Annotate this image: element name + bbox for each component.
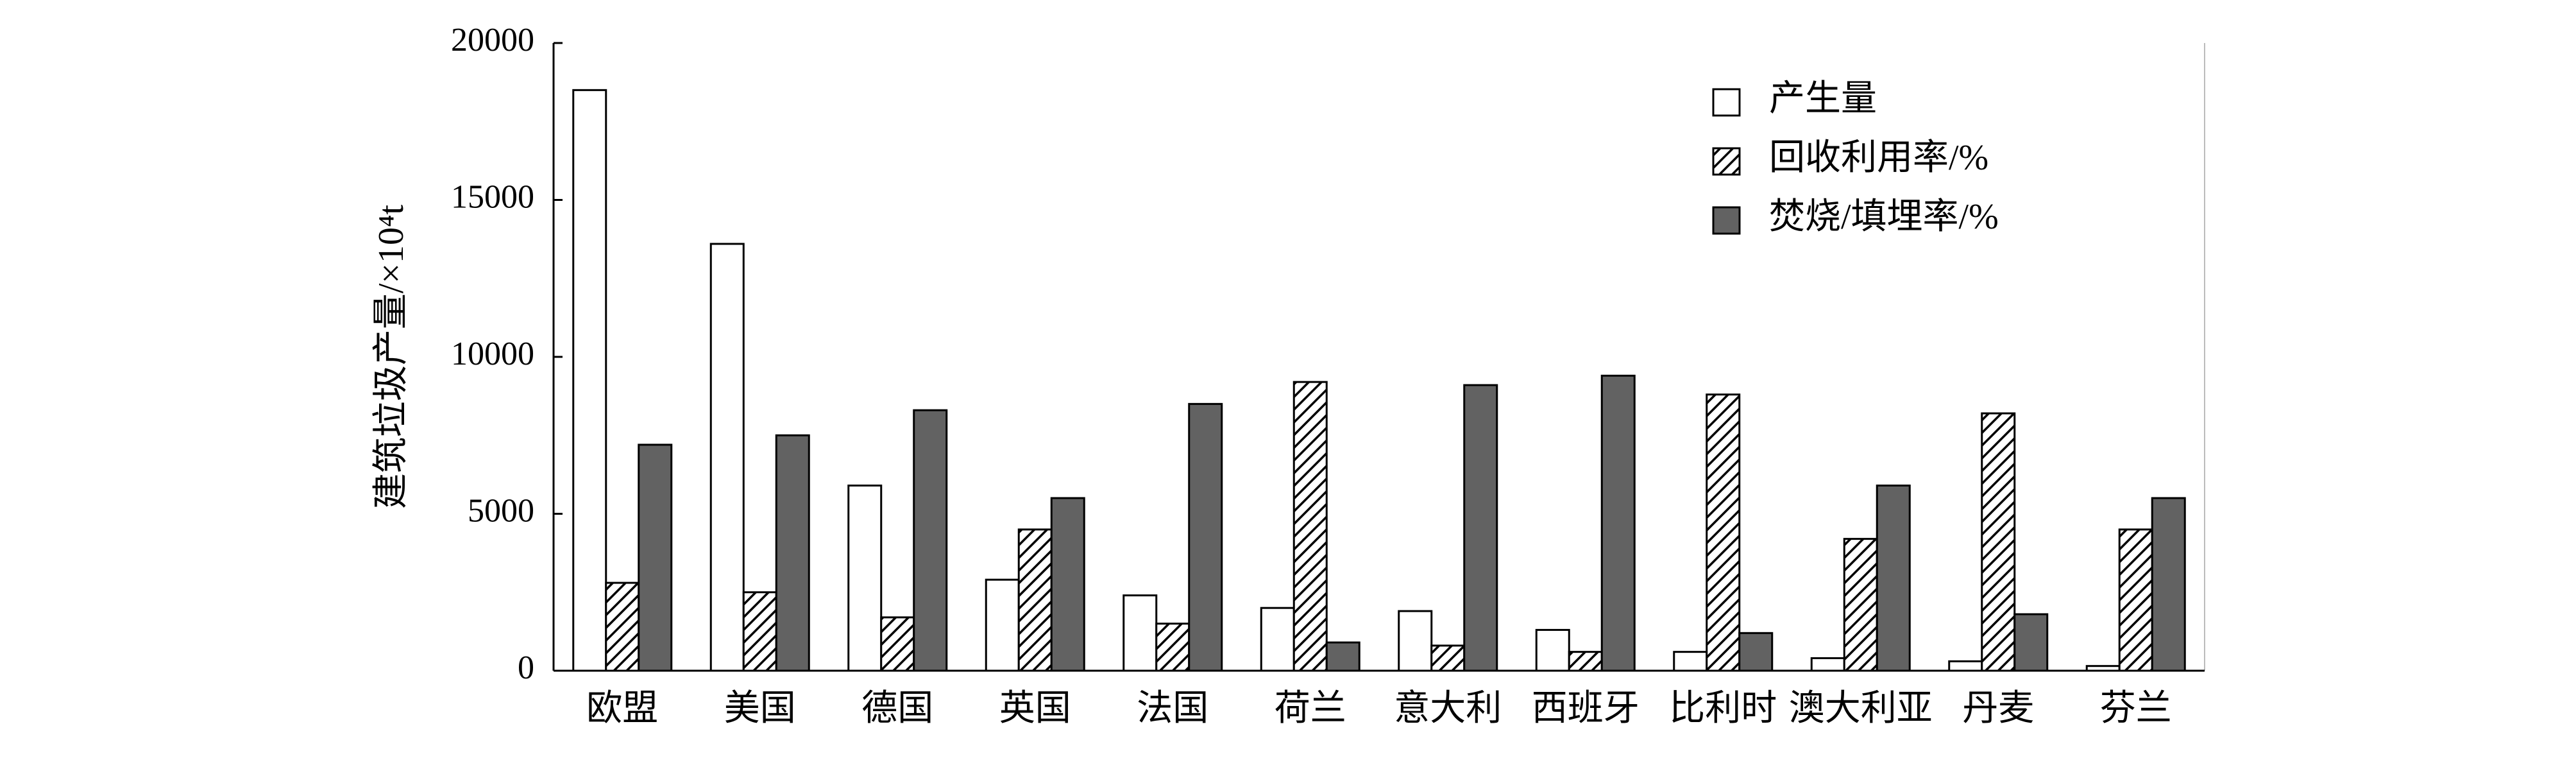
- bar: [1843, 538, 1878, 672]
- bar: [638, 444, 673, 672]
- bar: [985, 578, 1020, 672]
- x-tick-label: 德国: [861, 689, 933, 728]
- x-tick-label: 芬兰: [2100, 689, 2172, 728]
- bar: [775, 434, 810, 672]
- bar: [1600, 374, 1636, 672]
- y-tick-label: 10000: [451, 336, 534, 372]
- x-tick-label: 西班牙: [1532, 689, 1640, 728]
- x-tick-label: 荷兰: [1275, 689, 1346, 728]
- bar: [1535, 628, 1570, 672]
- legend-swatch: [1712, 147, 1741, 176]
- bar: [913, 409, 948, 672]
- x-tick-label: 意大利: [1394, 689, 1502, 728]
- legend-swatch: [1712, 206, 1741, 235]
- bar: [1430, 644, 1466, 672]
- bar: [1810, 657, 1845, 672]
- bar: [1981, 412, 2016, 672]
- bar: [1050, 497, 1085, 672]
- bar: [1568, 651, 1603, 672]
- y-tick-label: 15000: [451, 178, 534, 215]
- y-tick-label: 5000: [468, 492, 534, 529]
- bar: [2118, 528, 2153, 672]
- bar: [1673, 651, 1708, 672]
- bar: [847, 484, 883, 672]
- x-tick-label: 英国: [999, 689, 1071, 728]
- bar: [1017, 528, 1053, 672]
- y-tick-label: 20000: [451, 22, 534, 58]
- bar: [572, 89, 607, 672]
- bar: [1738, 632, 1774, 672]
- y-tick-label: 0: [518, 650, 534, 686]
- bar: [605, 581, 640, 672]
- bar: [709, 243, 745, 672]
- x-tick-label: 欧盟: [586, 689, 658, 728]
- bar: [1463, 384, 1498, 672]
- bar: [1706, 393, 1741, 672]
- bar: [742, 591, 777, 672]
- bar: [2013, 613, 2049, 672]
- bar: [1188, 402, 1223, 672]
- bar: [1260, 607, 1295, 672]
- x-tick-label: 比利时: [1669, 689, 1777, 728]
- x-tick-label: 澳大利亚: [1789, 689, 1933, 728]
- bar: [1325, 641, 1360, 672]
- legend-label: 回收利用率/%: [1769, 138, 1988, 178]
- bar: [880, 616, 915, 672]
- bar: [2151, 497, 2186, 672]
- bar: [1292, 381, 1328, 672]
- legend-swatch: [1712, 88, 1741, 117]
- x-tick-label: 法国: [1137, 689, 1208, 728]
- bar: [1948, 660, 1983, 672]
- legend-label: 产生量: [1769, 79, 1877, 119]
- bar: [1876, 484, 1911, 672]
- y-axis-label: 建筑垃圾产量/×10⁴t: [371, 204, 411, 509]
- legend-label: 焚烧/填埋率/%: [1769, 197, 1999, 237]
- x-tick-label: 美国: [724, 689, 796, 728]
- bar: [1155, 623, 1191, 672]
- bar: [1398, 610, 1433, 672]
- x-tick-label: 丹麦: [1962, 689, 2034, 728]
- bar: [1123, 594, 1158, 672]
